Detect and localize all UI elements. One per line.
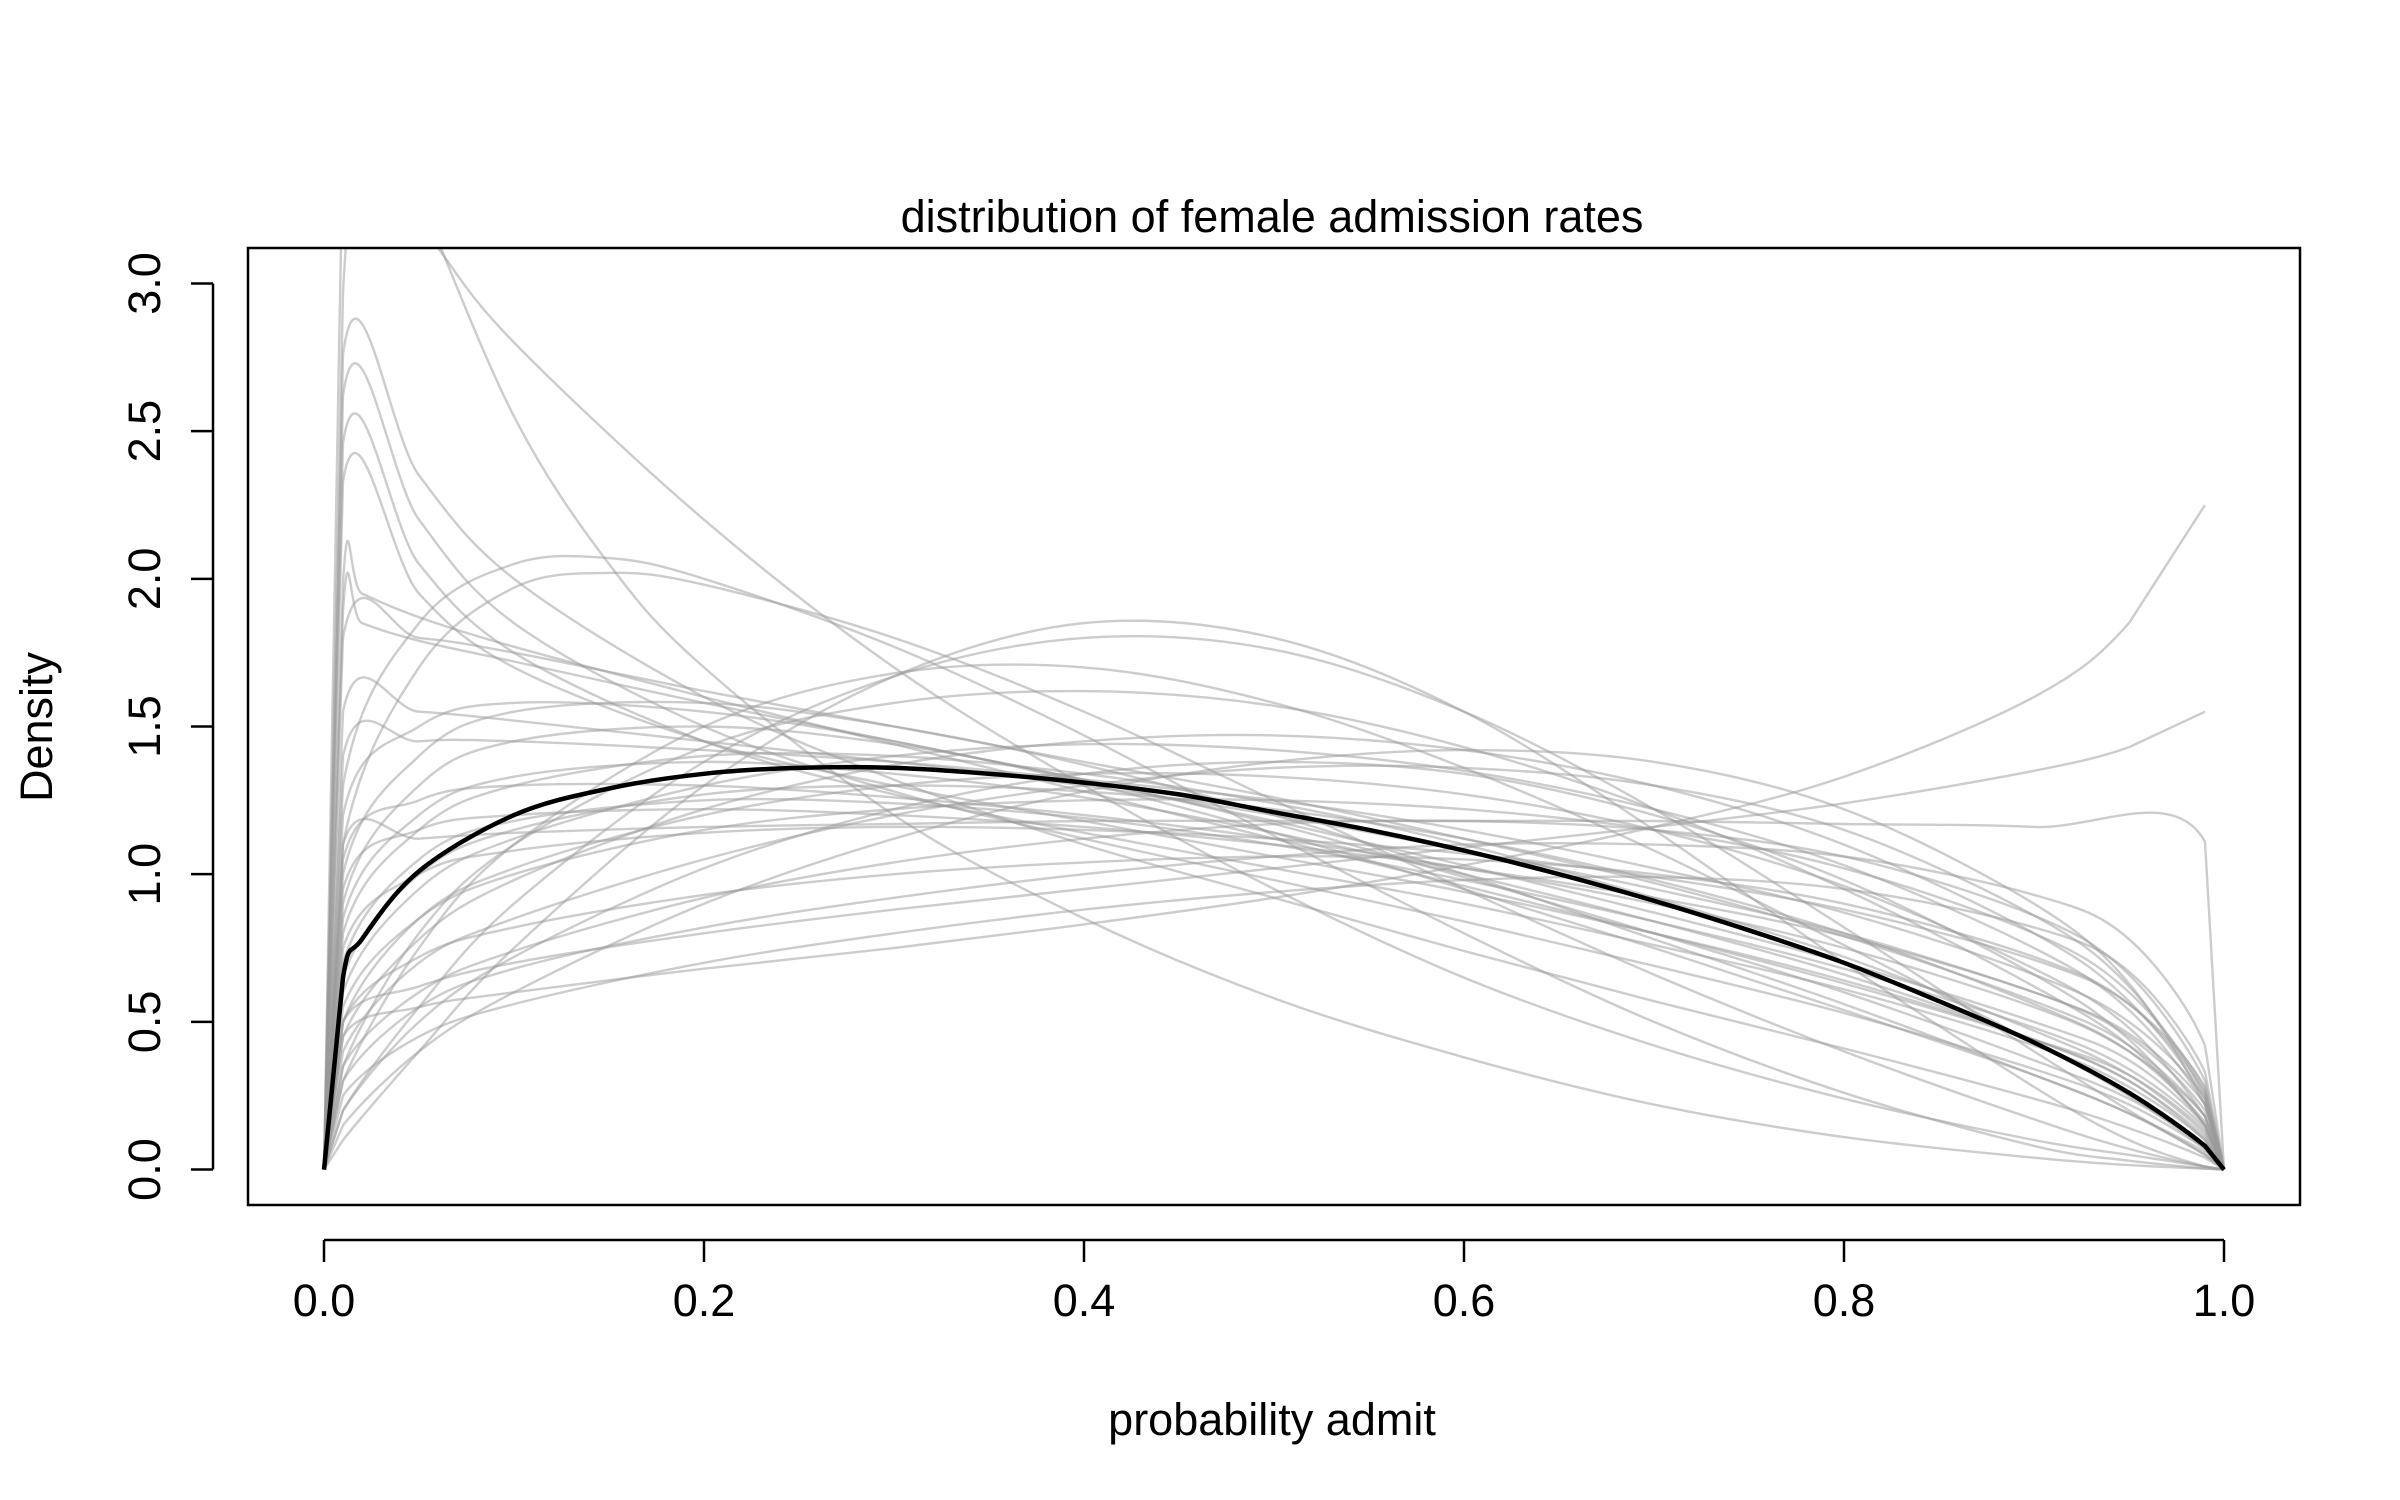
sample-curve: [322, 771, 2226, 1171]
sample-curve: [322, 782, 2226, 1171]
sample-curve: [322, 689, 2226, 1171]
plot-frame: [246, 246, 2302, 1207]
sample-curve: [322, 700, 2225, 1171]
mean-curve: [321, 764, 2226, 1172]
sample-curve: [322, 751, 2226, 1171]
sample-curve: [322, 248, 2225, 1171]
x-tick-label: 0.6: [1433, 1275, 1496, 1326]
sample-curve: [322, 317, 2225, 1171]
sample-curve: [322, 855, 2226, 1170]
y-tick-label: 1.0: [119, 843, 170, 906]
y-axis: 0.0 0.5 1.0 1.5 2.0 2.5 3.0: [119, 252, 215, 1201]
sample-curve: [322, 875, 2226, 1170]
sample-curve: [322, 807, 2226, 1170]
sample-curve: [322, 571, 2226, 1171]
sample-curve: [322, 451, 2226, 1171]
sample-curve: [322, 710, 2206, 1170]
y-tick-label: 1.5: [119, 695, 170, 758]
chart-title: distribution of female admission rates: [901, 191, 1644, 242]
sample-curve: [322, 504, 2207, 1170]
y-tick-label: 2.0: [119, 548, 170, 611]
x-tick-label: 1.0: [2193, 1275, 2256, 1326]
sample-curve: [322, 596, 2226, 1171]
y-tick-label: 0.0: [119, 1138, 170, 1201]
y-axis-label: Density: [11, 651, 62, 802]
x-axis-label: probability admit: [1108, 1394, 1436, 1445]
sample-curve: [322, 701, 2225, 1171]
sample-curve: [322, 798, 2226, 1170]
x-tick-label: 0.8: [1813, 1275, 1876, 1326]
sample-curve: [322, 784, 2226, 1171]
y-tick-label: 0.5: [119, 991, 170, 1054]
curves-layer: [321, 248, 2226, 1172]
sample-curve: [322, 819, 2226, 1170]
y-tick-label: 3.0: [119, 252, 170, 315]
sample-curve: [322, 742, 2226, 1170]
x-axis: 0.0 0.2 0.4 0.6 0.8 1.0: [293, 1238, 2256, 1326]
sample-curve: [322, 571, 2225, 1171]
x-tick-label: 0.2: [673, 1275, 736, 1326]
y-tick-label: 2.5: [119, 400, 170, 463]
x-tick-label: 0.4: [1053, 1275, 1116, 1326]
x-tick-label: 0.0: [293, 1275, 356, 1326]
sample-curve: [322, 748, 2226, 1171]
sample-curve: [322, 764, 2226, 1170]
